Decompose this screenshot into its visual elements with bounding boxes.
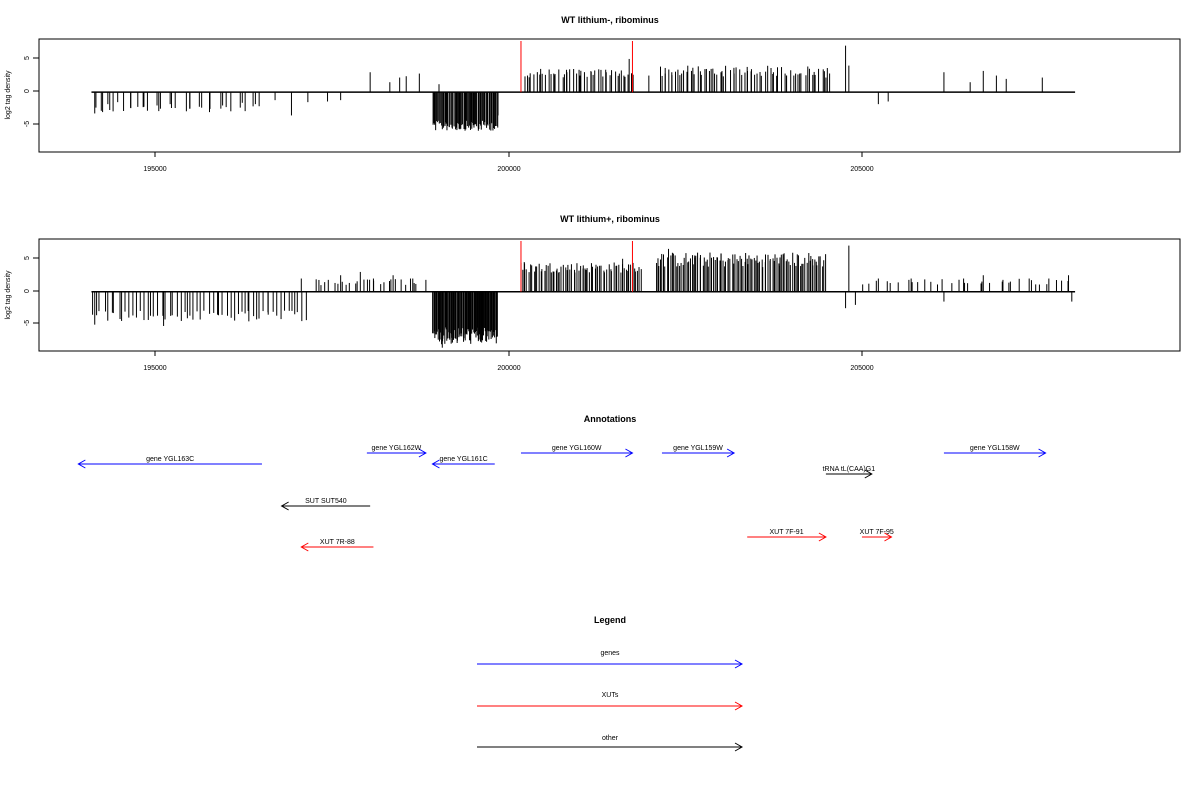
- legend-label-other: other: [602, 735, 619, 742]
- legend-title: Legend: [594, 615, 626, 625]
- panel-2-x-tick-label: 195000: [143, 365, 166, 372]
- legend-item-xuts: XUTs: [477, 692, 744, 711]
- panel-1-frame: [38, 38, 1181, 153]
- xut-arrowhead: [884, 532, 893, 542]
- other-arrowhead: [280, 501, 289, 511]
- panel-1-x-tick-label: 195000: [143, 166, 166, 173]
- panel-2-ylabel: log2 tag density: [5, 270, 12, 320]
- other-label: tRNA tL(CAA)G1: [823, 466, 876, 473]
- legend-label-xuts: XUTs: [602, 692, 619, 699]
- legend-item-other: other: [477, 735, 744, 752]
- gene-arrowhead: [726, 448, 736, 458]
- gene-label: gene YGL158W: [970, 445, 1020, 452]
- panel-1-y-tick-label: 5: [24, 56, 31, 60]
- panel-2-y-tick-label: 5: [24, 256, 31, 260]
- xut-arrowhead: [300, 542, 309, 552]
- panel-1-marks: [91, 40, 1076, 131]
- gene-label: gene YGL159W: [673, 445, 723, 452]
- panel-1-x-tick-label: 200000: [497, 166, 520, 173]
- gene-arrowhead: [625, 448, 634, 458]
- panel-1-x-tick-label: 205000: [850, 166, 873, 173]
- legend-arrowhead-genes: [734, 659, 744, 669]
- panel-1-y-tick-label: 0: [24, 89, 31, 93]
- panel-lithium-plus: WT lithium+, ribominus log2 tag density …: [5, 214, 1181, 372]
- legend-item-genes: genes: [477, 650, 744, 669]
- panel-1-ylabel: log2 tag density: [5, 70, 12, 120]
- panel-2-marks: [91, 240, 1076, 348]
- gene-label: gene YGL163C: [146, 456, 194, 463]
- legend: Legend genes XUTs other: [477, 615, 744, 752]
- panel-2-x-axis: 195000 200000 205000: [143, 351, 874, 372]
- gene-arrowhead: [431, 459, 440, 469]
- panel-1-title: WT lithium-, ribominus: [561, 15, 659, 25]
- panel-1-y-tick-label: -5: [24, 121, 31, 127]
- panel-2-title: WT lithium+, ribominus: [560, 214, 660, 224]
- gene-label: gene YGL162W: [372, 445, 422, 452]
- panel-1-y-axis: 5 0 -5: [24, 56, 39, 127]
- panel-1-x-axis: 195000 200000 205000: [143, 152, 874, 173]
- other-label: SUT SUT540: [305, 498, 347, 505]
- panel-2-x-tick-label: 200000: [497, 365, 520, 372]
- gene-label: gene YGL161C: [440, 456, 488, 463]
- annotations-title: Annotations: [584, 414, 637, 424]
- other-arrowhead: [864, 469, 873, 479]
- gene-arrowhead: [77, 459, 86, 469]
- panel-lithium-minus: WT lithium-, ribominus log2 tag density …: [5, 15, 1181, 173]
- legend-arrowhead-xuts: [734, 701, 744, 711]
- gene-arrowhead: [418, 448, 427, 458]
- panel-2-frame: [38, 238, 1181, 352]
- panel-2-y-tick-label: -5: [24, 320, 31, 326]
- legend-label-genes: genes: [600, 650, 620, 657]
- xut-label: XUT 7R-88: [320, 539, 355, 546]
- gene-arrowhead: [1038, 448, 1047, 458]
- panel-2-y-axis: 5 0 -5: [24, 256, 39, 326]
- panel-2-x-tick-label: 205000: [850, 365, 873, 372]
- xut-arrowhead: [818, 532, 827, 542]
- xut-label: XUT 7F-91: [769, 529, 803, 536]
- panel-2-y-tick-label: 0: [24, 289, 31, 293]
- gene-label: gene YGL160W: [552, 445, 602, 452]
- legend-arrowhead-other: [734, 742, 744, 752]
- annotation-arrows: gene YGL163C gene YGL162W gene YGL161C gene…: [77, 445, 1047, 552]
- xut-label: XUT 7F-95: [860, 529, 894, 536]
